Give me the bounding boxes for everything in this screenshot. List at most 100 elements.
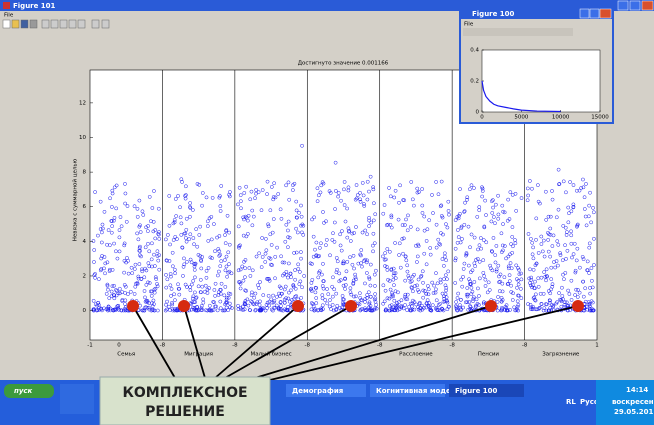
scatter-dot xyxy=(431,211,435,215)
scatter-dot xyxy=(130,271,135,275)
scatter-dot xyxy=(550,302,554,307)
scatter-dot xyxy=(352,294,356,299)
scatter-dot xyxy=(258,299,262,304)
scatter-dot xyxy=(98,199,103,204)
scatter-dot xyxy=(95,308,100,312)
inset-minimize[interactable] xyxy=(579,8,590,19)
scatter-dot xyxy=(97,277,101,281)
scatter-dot xyxy=(274,303,279,308)
scatter-dot xyxy=(392,271,397,276)
scatter-dot xyxy=(102,209,107,214)
tool-legend[interactable] xyxy=(101,19,110,29)
scatter-dot xyxy=(415,227,420,232)
scatter-dot xyxy=(348,286,353,291)
task-button[interactable] xyxy=(286,384,366,397)
scatter-dot xyxy=(218,194,222,198)
scatter-dot xyxy=(494,267,499,272)
scatter-dot xyxy=(383,288,388,293)
scatter-dot xyxy=(147,249,152,254)
scatter-dot xyxy=(126,292,130,296)
scatter-dot xyxy=(516,293,521,298)
scatter-dot xyxy=(106,287,110,292)
scatter-dot xyxy=(179,221,184,226)
scatter-dot xyxy=(253,307,258,312)
scatter-dot xyxy=(165,233,170,237)
scatter-dot xyxy=(324,243,328,248)
inset-menu-file[interactable]: File xyxy=(464,22,474,28)
scatter-dot xyxy=(530,186,534,191)
scatter-dot xyxy=(105,242,109,247)
scatter-dot xyxy=(211,308,216,312)
scatter-dot xyxy=(581,177,585,182)
scatter-dot xyxy=(172,292,176,297)
scatter-dot xyxy=(469,270,473,275)
scatter-dot xyxy=(513,191,518,196)
scatter-dot xyxy=(321,279,326,283)
scatter-dot xyxy=(91,298,96,303)
tool-datacursor[interactable] xyxy=(77,19,86,29)
scatter-dot xyxy=(319,183,324,188)
scatter-dot xyxy=(512,305,517,310)
clock-time: 14:14 xyxy=(626,386,648,394)
start-button[interactable] xyxy=(4,384,54,398)
scatter-dot xyxy=(392,283,396,287)
scatter-dot xyxy=(570,255,574,260)
scatter-dot xyxy=(367,275,371,280)
tool-zoom-out[interactable] xyxy=(59,19,68,29)
scatter-dot xyxy=(444,288,448,293)
scatter-dot xyxy=(251,214,256,219)
tool-new[interactable] xyxy=(2,19,11,29)
minimize-button[interactable] xyxy=(617,0,629,11)
scatter-dot xyxy=(117,249,122,254)
scatter-dot xyxy=(542,254,547,259)
tool-colorbar[interactable] xyxy=(91,19,100,29)
scatter-dot xyxy=(464,251,469,255)
task-button[interactable] xyxy=(370,384,445,397)
maximize-button[interactable] xyxy=(629,0,641,11)
scatter-dot xyxy=(569,278,574,283)
tool-rotate[interactable] xyxy=(68,19,77,29)
inset-close[interactable] xyxy=(599,8,612,19)
scatter-dot xyxy=(542,306,547,310)
scatter-dot xyxy=(239,199,243,204)
scatter-dot xyxy=(505,218,510,223)
scatter-dot xyxy=(536,199,541,204)
scatter-dot xyxy=(189,282,194,287)
scatter-dot xyxy=(248,197,253,202)
scatter-dot xyxy=(563,225,568,230)
task-button[interactable] xyxy=(449,384,524,397)
scatter-dot xyxy=(562,277,566,282)
inset-plot-area xyxy=(481,49,601,113)
scatter-dot xyxy=(444,285,449,290)
scatter-dot xyxy=(428,308,433,312)
scatter-dot xyxy=(99,240,104,245)
inset-title: Figure 100 xyxy=(472,10,515,18)
menu-file[interactable]: File xyxy=(4,13,14,19)
scatter-dot xyxy=(240,264,245,269)
scatter-dot xyxy=(493,253,498,257)
scatter-dot xyxy=(309,301,314,305)
scatter-dot xyxy=(465,294,470,299)
tool-save[interactable] xyxy=(20,19,29,29)
scatter-dot xyxy=(583,299,588,304)
scatter-dot xyxy=(241,278,246,283)
tool-arrow[interactable] xyxy=(41,19,50,29)
tool-open[interactable] xyxy=(11,19,20,29)
scatter-dot xyxy=(168,242,172,247)
close-button[interactable] xyxy=(641,0,654,11)
scatter-dot xyxy=(191,236,196,240)
scatter-dot xyxy=(286,245,290,250)
scatter-dot xyxy=(571,205,576,210)
scatter-dot xyxy=(272,298,277,303)
scatter-dot xyxy=(496,216,501,221)
tool-zoom-in[interactable] xyxy=(50,19,59,29)
tool-print[interactable] xyxy=(29,19,38,29)
scatter-dot xyxy=(286,235,290,240)
inset-maximize[interactable] xyxy=(589,8,600,19)
scatter-dot xyxy=(315,199,320,204)
scatter-dot xyxy=(290,298,294,302)
scatter-dot xyxy=(335,267,339,272)
scatter-dot xyxy=(340,229,344,233)
scatter-dot xyxy=(132,267,137,271)
